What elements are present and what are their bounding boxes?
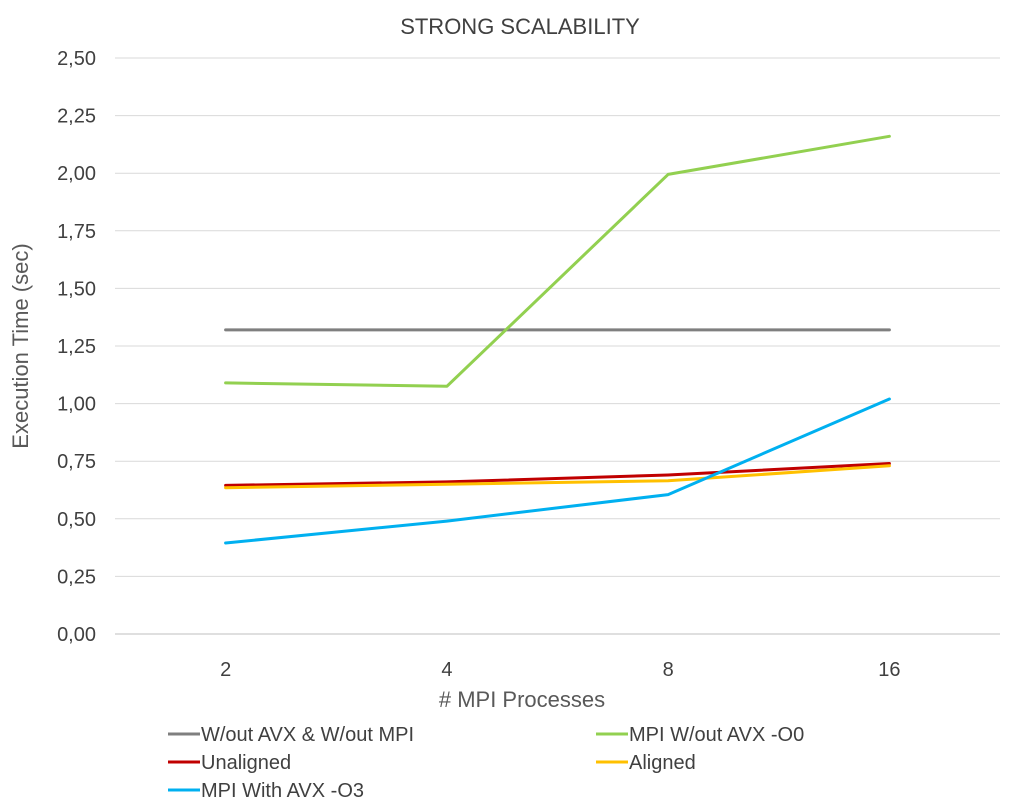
y-tick-label: 0,00 — [57, 624, 96, 646]
y-tick-label: 1,00 — [57, 394, 96, 416]
legend-label-unaligned: Unaligned — [201, 752, 291, 774]
legend-label-mpi-w-out-avx-o0: MPI W/out AVX -O0 — [629, 724, 804, 746]
series-line-unaligned — [224, 462, 891, 487]
y-tick-label: 0,50 — [57, 509, 96, 531]
y-tick-label: 2,50 — [57, 48, 96, 70]
y-tick-label: 2,25 — [57, 106, 96, 128]
series-line-aligned — [224, 464, 891, 490]
series-line-mpi-w-out-avx-o0 — [224, 134, 891, 388]
y-tick-label: 0,75 — [57, 451, 96, 473]
x-tick-label: 2 — [220, 659, 231, 681]
series-line-mpi-with-avx-o3 — [224, 397, 891, 545]
x-axis-label: # MPI Processes — [439, 687, 605, 712]
legend-label-w-out-avx-w-out-mpi: W/out AVX & W/out MPI — [201, 724, 414, 746]
x-tick-label: 8 — [663, 659, 674, 681]
x-tick-label: 4 — [441, 659, 452, 681]
y-axis-label: Execution Time (sec) — [8, 243, 33, 448]
y-tick-label: 2,00 — [57, 163, 96, 185]
x-tick-label: 16 — [878, 659, 900, 681]
chart-title: STRONG SCALABILITY — [400, 14, 640, 39]
y-tick-label: 0,25 — [57, 566, 96, 588]
y-tick-label: 1,50 — [57, 278, 96, 300]
legend-label-aligned: Aligned — [629, 752, 696, 774]
y-tick-label: 1,25 — [57, 336, 96, 358]
y-tick-label: 1,75 — [57, 221, 96, 243]
legend-label-mpi-with-avx-o3: MPI With AVX -O3 — [201, 780, 364, 802]
